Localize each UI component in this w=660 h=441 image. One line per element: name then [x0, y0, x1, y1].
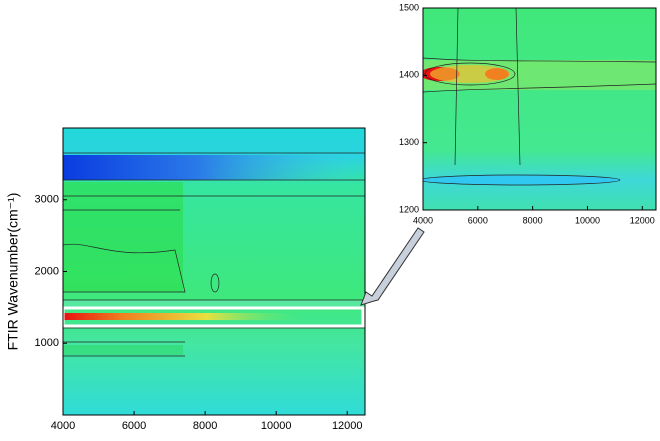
inset-map [423, 8, 656, 210]
main-map [63, 128, 365, 415]
x-tick-label: 6000 [468, 215, 488, 225]
y-axis-label: FTIR Wavenumber(cm⁻¹) [5, 193, 21, 351]
x-tick-label: 12000 [630, 215, 655, 225]
x-tick-label: 4000 [413, 215, 433, 225]
x-tick-label: 8000 [193, 420, 217, 432]
y-tick-label: 1500 [399, 2, 419, 12]
y-tick-label: 1300 [399, 137, 419, 147]
y-tick-label: 1200 [399, 204, 419, 214]
y-tick-label: 1400 [399, 70, 419, 80]
x-tick-label: 4000 [51, 420, 75, 432]
y-tick-label: 2000 [35, 265, 59, 277]
y-tick-label: 3000 [35, 194, 59, 206]
x-tick-label: 10000 [575, 215, 600, 225]
x-tick-label: 8000 [523, 215, 543, 225]
y-tick-label: 1000 [35, 337, 59, 349]
x-tick-label: 10000 [261, 420, 292, 432]
x-tick-label: 12000 [332, 420, 363, 432]
x-tick-label: 6000 [122, 420, 146, 432]
inset-frame [422, 7, 657, 211]
arrow [360, 227, 425, 306]
